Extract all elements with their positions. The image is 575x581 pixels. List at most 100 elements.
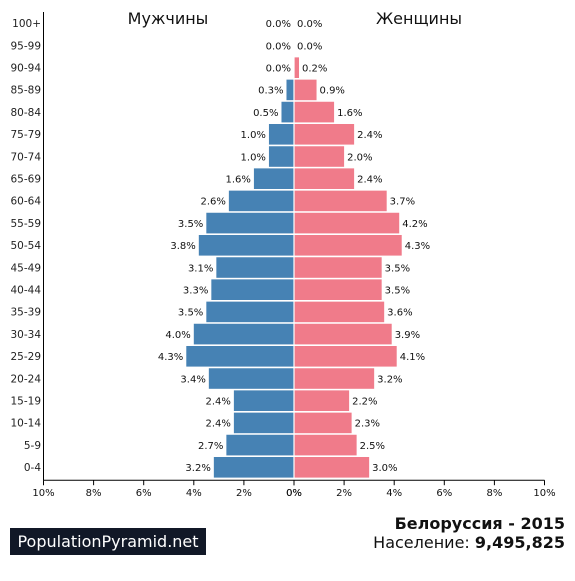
male-bar-75-79[interactable] (268, 123, 294, 145)
male-bar-25-29[interactable] (186, 345, 294, 367)
female-bar-0-4[interactable] (294, 456, 370, 478)
female-bar-15-19[interactable] (294, 390, 350, 411)
male-bar-60-64[interactable] (228, 190, 294, 212)
male-bar-35-39[interactable] (206, 301, 294, 323)
male-value-100+: 0.0% (266, 19, 291, 30)
female-value-0-4: 3.0% (372, 463, 397, 474)
female-bar-90-94[interactable] (294, 57, 300, 78)
x-tick-label: 4% (186, 488, 202, 499)
x-tick-label: 0% (286, 488, 302, 499)
female-bar-30-34[interactable] (294, 323, 392, 345)
male-bar-10-14[interactable] (233, 412, 294, 434)
age-label-60-64: 60-64 (10, 196, 41, 208)
female-bar-10-14[interactable] (294, 412, 352, 434)
age-label-85-89: 85-89 (10, 85, 41, 97)
male-value-30-34: 4.0% (165, 330, 190, 341)
female-bar-45-49[interactable] (294, 256, 382, 278)
age-label-5-9: 5-9 (24, 440, 41, 452)
male-bar-15-19[interactable] (233, 390, 294, 411)
age-label-30-34: 30-34 (10, 329, 41, 341)
female-bar-70-74[interactable] (294, 145, 345, 167)
male-bar-30-34[interactable] (193, 323, 294, 345)
age-label-80-84: 80-84 (10, 107, 41, 119)
female-bar-50-54[interactable] (294, 234, 402, 256)
male-bar-5-9[interactable] (226, 434, 294, 456)
male-value-15-19: 2.4% (205, 397, 230, 408)
population-pyramid-chart: 100+ 0.0% 0.0% 95-99 0.0% 0.0% 90-94 0.0% 0.2% 85… (10, 9, 555, 499)
population-label: Население: (373, 533, 470, 552)
age-label-35-39: 35-39 (10, 307, 41, 319)
female-bar-60-64[interactable] (294, 190, 387, 212)
male-bar-20-24[interactable] (208, 367, 294, 389)
female-value-40-44: 3.5% (385, 286, 410, 297)
male-value-45-49: 3.1% (188, 263, 213, 274)
male-value-35-39: 3.5% (178, 308, 203, 319)
x-tick-label: 4% (386, 488, 402, 499)
male-bar-70-74[interactable] (268, 145, 294, 167)
female-value-85-89: 0.9% (320, 86, 345, 97)
female-bar-5-9[interactable] (294, 434, 357, 456)
age-label-100+: 100+ (12, 18, 41, 30)
age-label-95-99: 95-99 (10, 40, 41, 52)
population-value: 9,495,825 (474, 533, 565, 552)
labels-layer: 100+ 0.0% 0.0% 95-99 0.0% 0.0% 90-94 0.0% 0.2% 85… (10, 9, 462, 474)
female-value-20-24: 3.2% (377, 374, 402, 385)
male-series-title: Мужчины (128, 9, 209, 28)
brand-logo[interactable]: PopulationPyramid.net (10, 528, 206, 555)
age-label-70-74: 70-74 (10, 151, 41, 163)
male-bar-50-54[interactable] (198, 234, 294, 256)
female-bar-40-44[interactable] (294, 279, 382, 300)
age-label-25-29: 25-29 (10, 351, 41, 363)
male-value-80-84: 0.5% (253, 108, 278, 119)
male-value-75-79: 1.0% (241, 130, 266, 141)
female-bar-65-69[interactable] (294, 168, 355, 189)
female-bar-80-84[interactable] (294, 101, 335, 123)
female-value-95-99: 0.0% (297, 41, 322, 52)
female-bar-35-39[interactable] (294, 301, 385, 323)
male-value-40-44: 3.3% (183, 286, 208, 297)
male-value-90-94: 0.0% (266, 64, 291, 75)
age-label-55-59: 55-59 (10, 218, 41, 230)
age-label-10-14: 10-14 (10, 418, 41, 430)
x-tick-label: 2% (336, 488, 352, 499)
x-tick-label: 0% (286, 488, 302, 499)
female-value-45-49: 3.5% (385, 263, 410, 274)
male-value-5-9: 2.7% (198, 441, 223, 452)
male-bar-85-89[interactable] (286, 79, 294, 101)
male-bar-55-59[interactable] (206, 212, 294, 234)
male-value-0-4: 3.2% (185, 463, 210, 474)
age-label-50-54: 50-54 (10, 240, 41, 252)
female-value-100+: 0.0% (297, 19, 322, 30)
age-label-20-24: 20-24 (10, 373, 41, 385)
female-bar-25-29[interactable] (294, 345, 397, 367)
age-label-65-69: 65-69 (10, 174, 41, 186)
male-value-65-69: 1.6% (226, 175, 251, 186)
male-bar-45-49[interactable] (216, 256, 294, 278)
male-bar-40-44[interactable] (211, 279, 294, 300)
x-tick-label: 6% (436, 488, 452, 499)
x-tick-label: 6% (136, 488, 152, 499)
female-bar-20-24[interactable] (294, 367, 375, 389)
male-value-85-89: 0.3% (258, 86, 283, 97)
female-bar-85-89[interactable] (294, 79, 317, 101)
age-label-15-19: 15-19 (10, 396, 41, 408)
female-value-30-34: 3.9% (395, 330, 420, 341)
male-value-25-29: 4.3% (158, 352, 183, 363)
x-tick-label: 8% (86, 488, 102, 499)
bars-layer (174, 12, 414, 481)
female-value-55-59: 4.2% (402, 219, 427, 230)
female-value-70-74: 2.0% (347, 152, 372, 163)
female-value-75-79: 2.4% (357, 130, 382, 141)
male-bar-80-84[interactable] (281, 101, 294, 123)
x-tick-label: 2% (236, 488, 252, 499)
female-value-15-19: 2.2% (352, 397, 377, 408)
male-value-10-14: 2.4% (205, 419, 230, 430)
male-bar-65-69[interactable] (253, 168, 294, 189)
age-label-90-94: 90-94 (10, 63, 41, 75)
female-bar-75-79[interactable] (294, 123, 355, 145)
male-value-55-59: 3.5% (178, 219, 203, 230)
x-tick-label: 10% (32, 488, 54, 499)
male-bar-0-4[interactable] (213, 456, 294, 478)
x-tick-label: 8% (486, 488, 502, 499)
female-bar-55-59[interactable] (294, 212, 400, 234)
